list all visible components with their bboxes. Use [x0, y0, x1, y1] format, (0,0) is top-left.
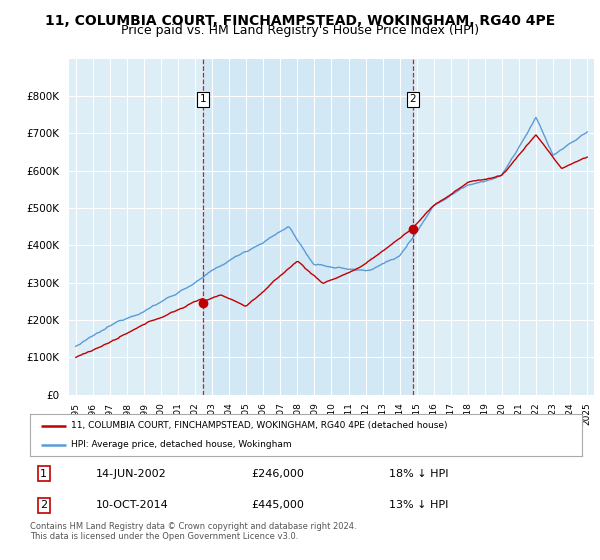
- Text: 11, COLUMBIA COURT, FINCHAMPSTEAD, WOKINGHAM, RG40 4PE: 11, COLUMBIA COURT, FINCHAMPSTEAD, WOKIN…: [45, 14, 555, 28]
- Text: HPI: Average price, detached house, Wokingham: HPI: Average price, detached house, Woki…: [71, 440, 292, 449]
- Text: 13% ↓ HPI: 13% ↓ HPI: [389, 500, 448, 510]
- Text: 10-OCT-2014: 10-OCT-2014: [96, 500, 169, 510]
- Text: £246,000: £246,000: [251, 469, 304, 479]
- Text: Price paid vs. HM Land Registry's House Price Index (HPI): Price paid vs. HM Land Registry's House …: [121, 24, 479, 36]
- Text: 2: 2: [40, 500, 47, 510]
- Text: 2: 2: [410, 94, 416, 104]
- Text: Contains HM Land Registry data © Crown copyright and database right 2024.
This d: Contains HM Land Registry data © Crown c…: [30, 522, 356, 542]
- Text: 1: 1: [40, 469, 47, 479]
- Text: 18% ↓ HPI: 18% ↓ HPI: [389, 469, 448, 479]
- Bar: [203, 59, 413, 395]
- Text: £445,000: £445,000: [251, 500, 304, 510]
- Text: 11, COLUMBIA COURT, FINCHAMPSTEAD, WOKINGHAM, RG40 4PE (detached house): 11, COLUMBIA COURT, FINCHAMPSTEAD, WOKIN…: [71, 421, 448, 430]
- Text: 1: 1: [199, 94, 206, 104]
- Text: 14-JUN-2002: 14-JUN-2002: [96, 469, 167, 479]
